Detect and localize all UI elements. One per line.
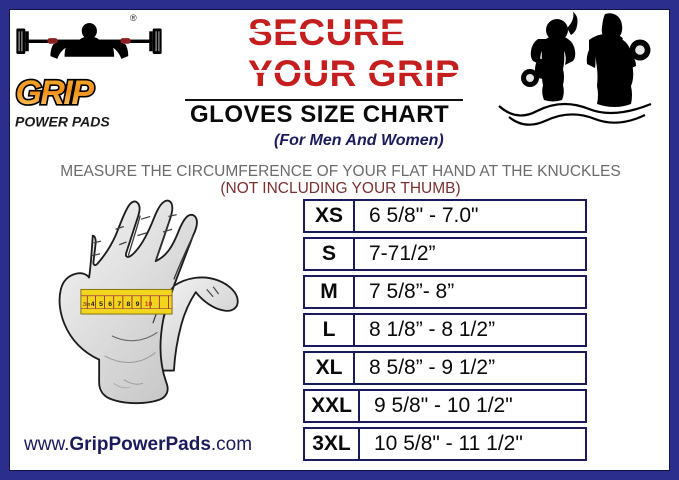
svg-text:YOUR GRIP: YOUR GRIP <box>248 53 460 94</box>
svg-text:8: 8 <box>126 301 130 308</box>
svg-text:4: 4 <box>91 301 95 308</box>
svg-text:7: 7 <box>117 301 121 308</box>
svg-text:POWER PADS: POWER PADS <box>15 114 110 130</box>
svg-text:SECURE: SECURE <box>248 12 405 53</box>
svg-text:6: 6 <box>108 301 112 308</box>
svg-text:10: 10 <box>145 301 153 308</box>
svg-text:in: in <box>86 302 90 308</box>
svg-text:5: 5 <box>99 301 103 308</box>
svg-text:9: 9 <box>136 301 140 308</box>
svg-text:GRIP: GRIP <box>15 74 94 112</box>
